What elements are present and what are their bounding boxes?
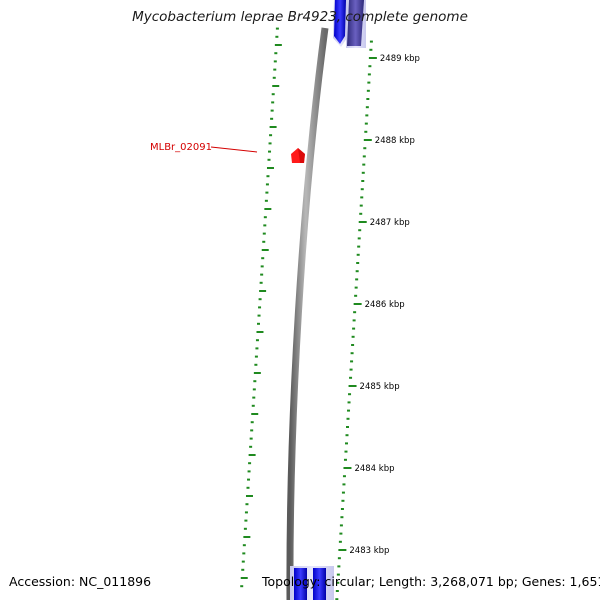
gene-label[interactable]: MLBr_02091 — [150, 142, 212, 153]
tick-labels: 2489 kbp 2488 kbp 2487 kbp 2486 kbp 2485 kbp… — [349, 54, 420, 556]
gene-feature-bottom — [290, 566, 334, 600]
gene-label-leader — [210, 146, 258, 153]
outer-tick-ring — [335, 40, 377, 600]
tick-label: 2487 kbp — [370, 218, 410, 228]
tick-label: 2489 kbp — [380, 54, 420, 64]
tick-label: 2486 kbp — [365, 300, 405, 310]
map-title: Mycobacterium leprae Br4923, complete ge… — [132, 9, 468, 25]
highlighted-gene-marker[interactable] — [291, 148, 305, 163]
tick-label: 2483 kbp — [349, 546, 389, 556]
inner-tick-ring — [240, 27, 282, 588]
gene-feature-top — [333, 0, 348, 47]
genome-summary-text: Topology: circular; Length: 3,268,071 bp… — [262, 574, 600, 589]
genome-backbone — [286, 27, 329, 600]
tick-label: 2484 kbp — [354, 464, 394, 474]
tick-label: 2485 kbp — [360, 382, 400, 392]
tick-label: 2488 kbp — [375, 136, 415, 146]
accession-text: Accession: NC_011896 — [9, 574, 152, 589]
gene-feature-top-reverse — [346, 0, 366, 48]
